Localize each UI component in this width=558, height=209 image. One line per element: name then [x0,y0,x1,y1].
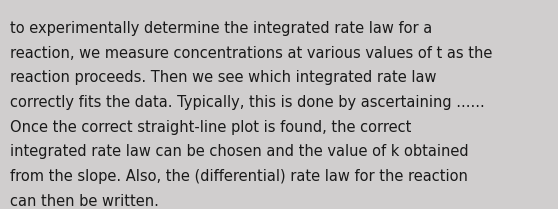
Text: Once the correct straight-line plot is found, the correct: Once the correct straight-line plot is f… [10,120,411,135]
Text: can then be written.: can then be written. [10,194,159,209]
Text: to experimentally determine the integrated rate law for a: to experimentally determine the integrat… [10,21,432,36]
Text: correctly fits the data. Typically, this is done by ascertaining ......: correctly fits the data. Typically, this… [10,95,485,110]
Text: from the slope. Also, the (differential) rate law for the reaction: from the slope. Also, the (differential)… [10,169,468,184]
Text: reaction proceeds. Then we see which integrated rate law: reaction proceeds. Then we see which int… [10,70,436,85]
Text: reaction, we measure concentrations at various values of t as the: reaction, we measure concentrations at v… [10,46,492,61]
Text: integrated rate law can be chosen and the value of k obtained: integrated rate law can be chosen and th… [10,144,469,159]
